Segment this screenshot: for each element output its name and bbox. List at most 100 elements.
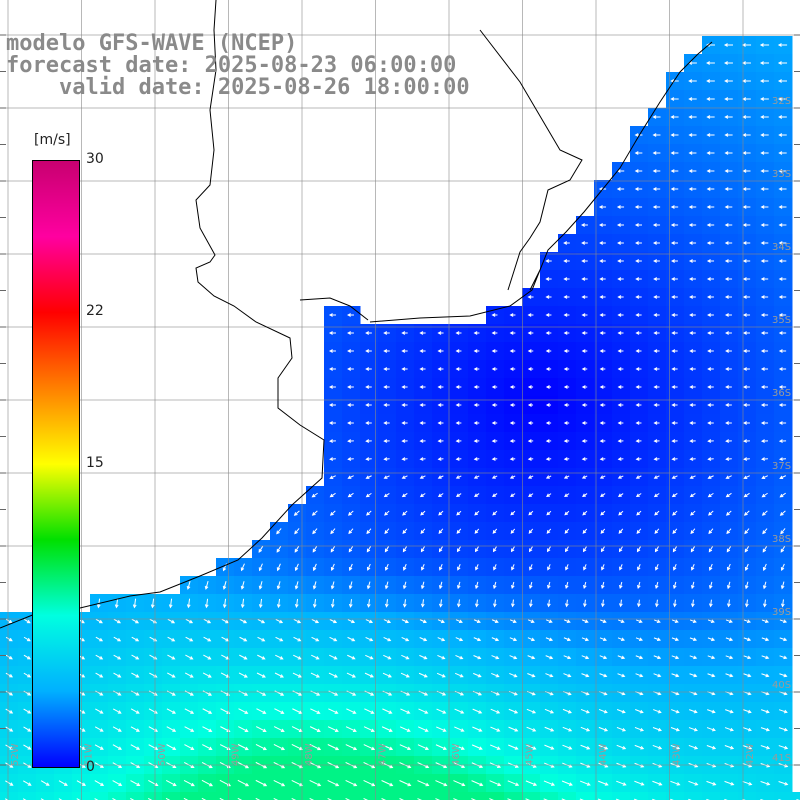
wind-arrowhead bbox=[495, 692, 500, 696]
wind-arrow bbox=[545, 673, 553, 677]
wind-arrowhead bbox=[280, 692, 285, 696]
wind-arrowhead bbox=[621, 655, 626, 660]
wind-arrowhead bbox=[706, 133, 711, 137]
wind-arrowhead bbox=[263, 764, 268, 769]
wind-arrowhead bbox=[688, 241, 693, 245]
wind-arrowhead bbox=[384, 511, 388, 516]
wind-arrowhead bbox=[335, 746, 340, 751]
wind-arrowhead bbox=[725, 475, 730, 479]
wind-arrowhead bbox=[531, 673, 536, 678]
wind-arrow bbox=[472, 708, 482, 714]
wind-arrow bbox=[187, 598, 191, 608]
wind-arrowhead bbox=[618, 530, 623, 534]
wind-arrow bbox=[778, 781, 788, 785]
wind-arrowhead bbox=[744, 603, 749, 608]
wind-arrow bbox=[58, 798, 63, 800]
wind-arrow bbox=[725, 637, 733, 641]
wind-arrow bbox=[744, 546, 750, 552]
wind-cell bbox=[252, 792, 271, 800]
wind-arrowhead bbox=[564, 548, 569, 553]
wind-arrow bbox=[76, 798, 81, 800]
wind-arrowhead bbox=[603, 691, 608, 696]
wind-arrow bbox=[670, 744, 680, 750]
wind-cell bbox=[450, 792, 469, 800]
wind-arrowhead bbox=[690, 548, 695, 553]
wind-arrowhead bbox=[730, 745, 735, 750]
wind-arrowhead bbox=[653, 385, 658, 389]
wind-arrowhead bbox=[634, 205, 639, 209]
wind-arrow bbox=[203, 636, 211, 642]
wind-arrowhead bbox=[419, 457, 424, 461]
wind-arrow bbox=[779, 655, 787, 659]
wind-arrow bbox=[294, 545, 300, 553]
wind-arrowhead bbox=[567, 709, 572, 714]
wind-arrow bbox=[637, 581, 641, 589]
wind-arrowhead bbox=[366, 530, 371, 535]
wind-arrowhead bbox=[186, 585, 191, 590]
wind-arrowhead bbox=[725, 457, 730, 461]
wind-arrowhead bbox=[317, 782, 322, 787]
wind-arrowhead bbox=[780, 567, 785, 572]
wind-arrowhead bbox=[402, 585, 407, 590]
wind-arrow bbox=[599, 673, 607, 677]
wind-arrowhead bbox=[690, 566, 695, 571]
wind-arrowhead bbox=[617, 385, 622, 389]
wind-arrow bbox=[473, 672, 481, 678]
wind-arrowhead bbox=[328, 349, 333, 353]
wind-arrowhead bbox=[706, 115, 711, 119]
wind-arrowhead bbox=[347, 403, 352, 407]
wind-arrowhead bbox=[455, 349, 460, 353]
wind-arrowhead bbox=[549, 637, 554, 642]
wind-arrowhead bbox=[531, 637, 536, 642]
wind-arrowhead bbox=[437, 403, 442, 407]
wind-arrowhead bbox=[365, 403, 370, 407]
wind-arrowhead bbox=[617, 259, 622, 263]
wind-arrow bbox=[202, 708, 212, 714]
wind-arrowhead bbox=[330, 530, 334, 535]
wind-arrow bbox=[581, 673, 589, 677]
wind-arrowhead bbox=[456, 548, 461, 553]
wind-arrow bbox=[635, 673, 643, 677]
wind-arrowhead bbox=[401, 439, 406, 443]
wind-cell bbox=[288, 792, 307, 800]
wind-arrowhead bbox=[383, 403, 388, 407]
wind-arrowhead bbox=[298, 674, 302, 678]
wind-arrow bbox=[201, 779, 213, 787]
wind-arrowhead bbox=[365, 331, 370, 335]
wind-arrowhead bbox=[329, 457, 334, 461]
wind-arrowhead bbox=[27, 710, 32, 714]
wind-arrowhead bbox=[293, 512, 298, 516]
wind-arrowhead bbox=[778, 115, 783, 119]
wind-arrow bbox=[598, 744, 608, 750]
wind-arrowhead bbox=[329, 439, 334, 443]
wind-arrowhead bbox=[778, 331, 783, 335]
wind-arrowhead bbox=[689, 403, 694, 407]
wind-arrow bbox=[5, 726, 13, 732]
wind-arrowhead bbox=[568, 782, 573, 786]
wind-arrow bbox=[294, 528, 300, 534]
wind-arrowhead bbox=[330, 603, 335, 608]
wind-arrowhead bbox=[118, 746, 122, 750]
wind-cell bbox=[702, 792, 721, 800]
wind-arrow bbox=[617, 637, 625, 641]
wind-arrow bbox=[184, 672, 194, 678]
wind-arrowhead bbox=[383, 421, 388, 425]
wind-arrow bbox=[112, 708, 122, 714]
wind-arrow bbox=[399, 744, 411, 750]
wind-arrowhead bbox=[402, 603, 407, 608]
wind-cell bbox=[756, 792, 775, 800]
wind-arrow bbox=[453, 744, 465, 750]
wind-arrowhead bbox=[783, 673, 788, 678]
wind-arrowhead bbox=[405, 674, 410, 678]
wind-arrowhead bbox=[478, 728, 483, 732]
wind-arrowhead bbox=[710, 619, 715, 624]
wind-arrowhead bbox=[515, 782, 520, 787]
wind-arrowhead bbox=[441, 637, 446, 642]
wind-arrowhead bbox=[546, 511, 551, 516]
wind-arrow bbox=[782, 599, 784, 607]
wind-arrow bbox=[673, 581, 677, 589]
wind-arrowhead bbox=[509, 475, 514, 479]
wind-arrowhead bbox=[529, 603, 533, 608]
wind-arrowhead bbox=[81, 728, 86, 732]
wind-arrowhead bbox=[617, 439, 622, 443]
